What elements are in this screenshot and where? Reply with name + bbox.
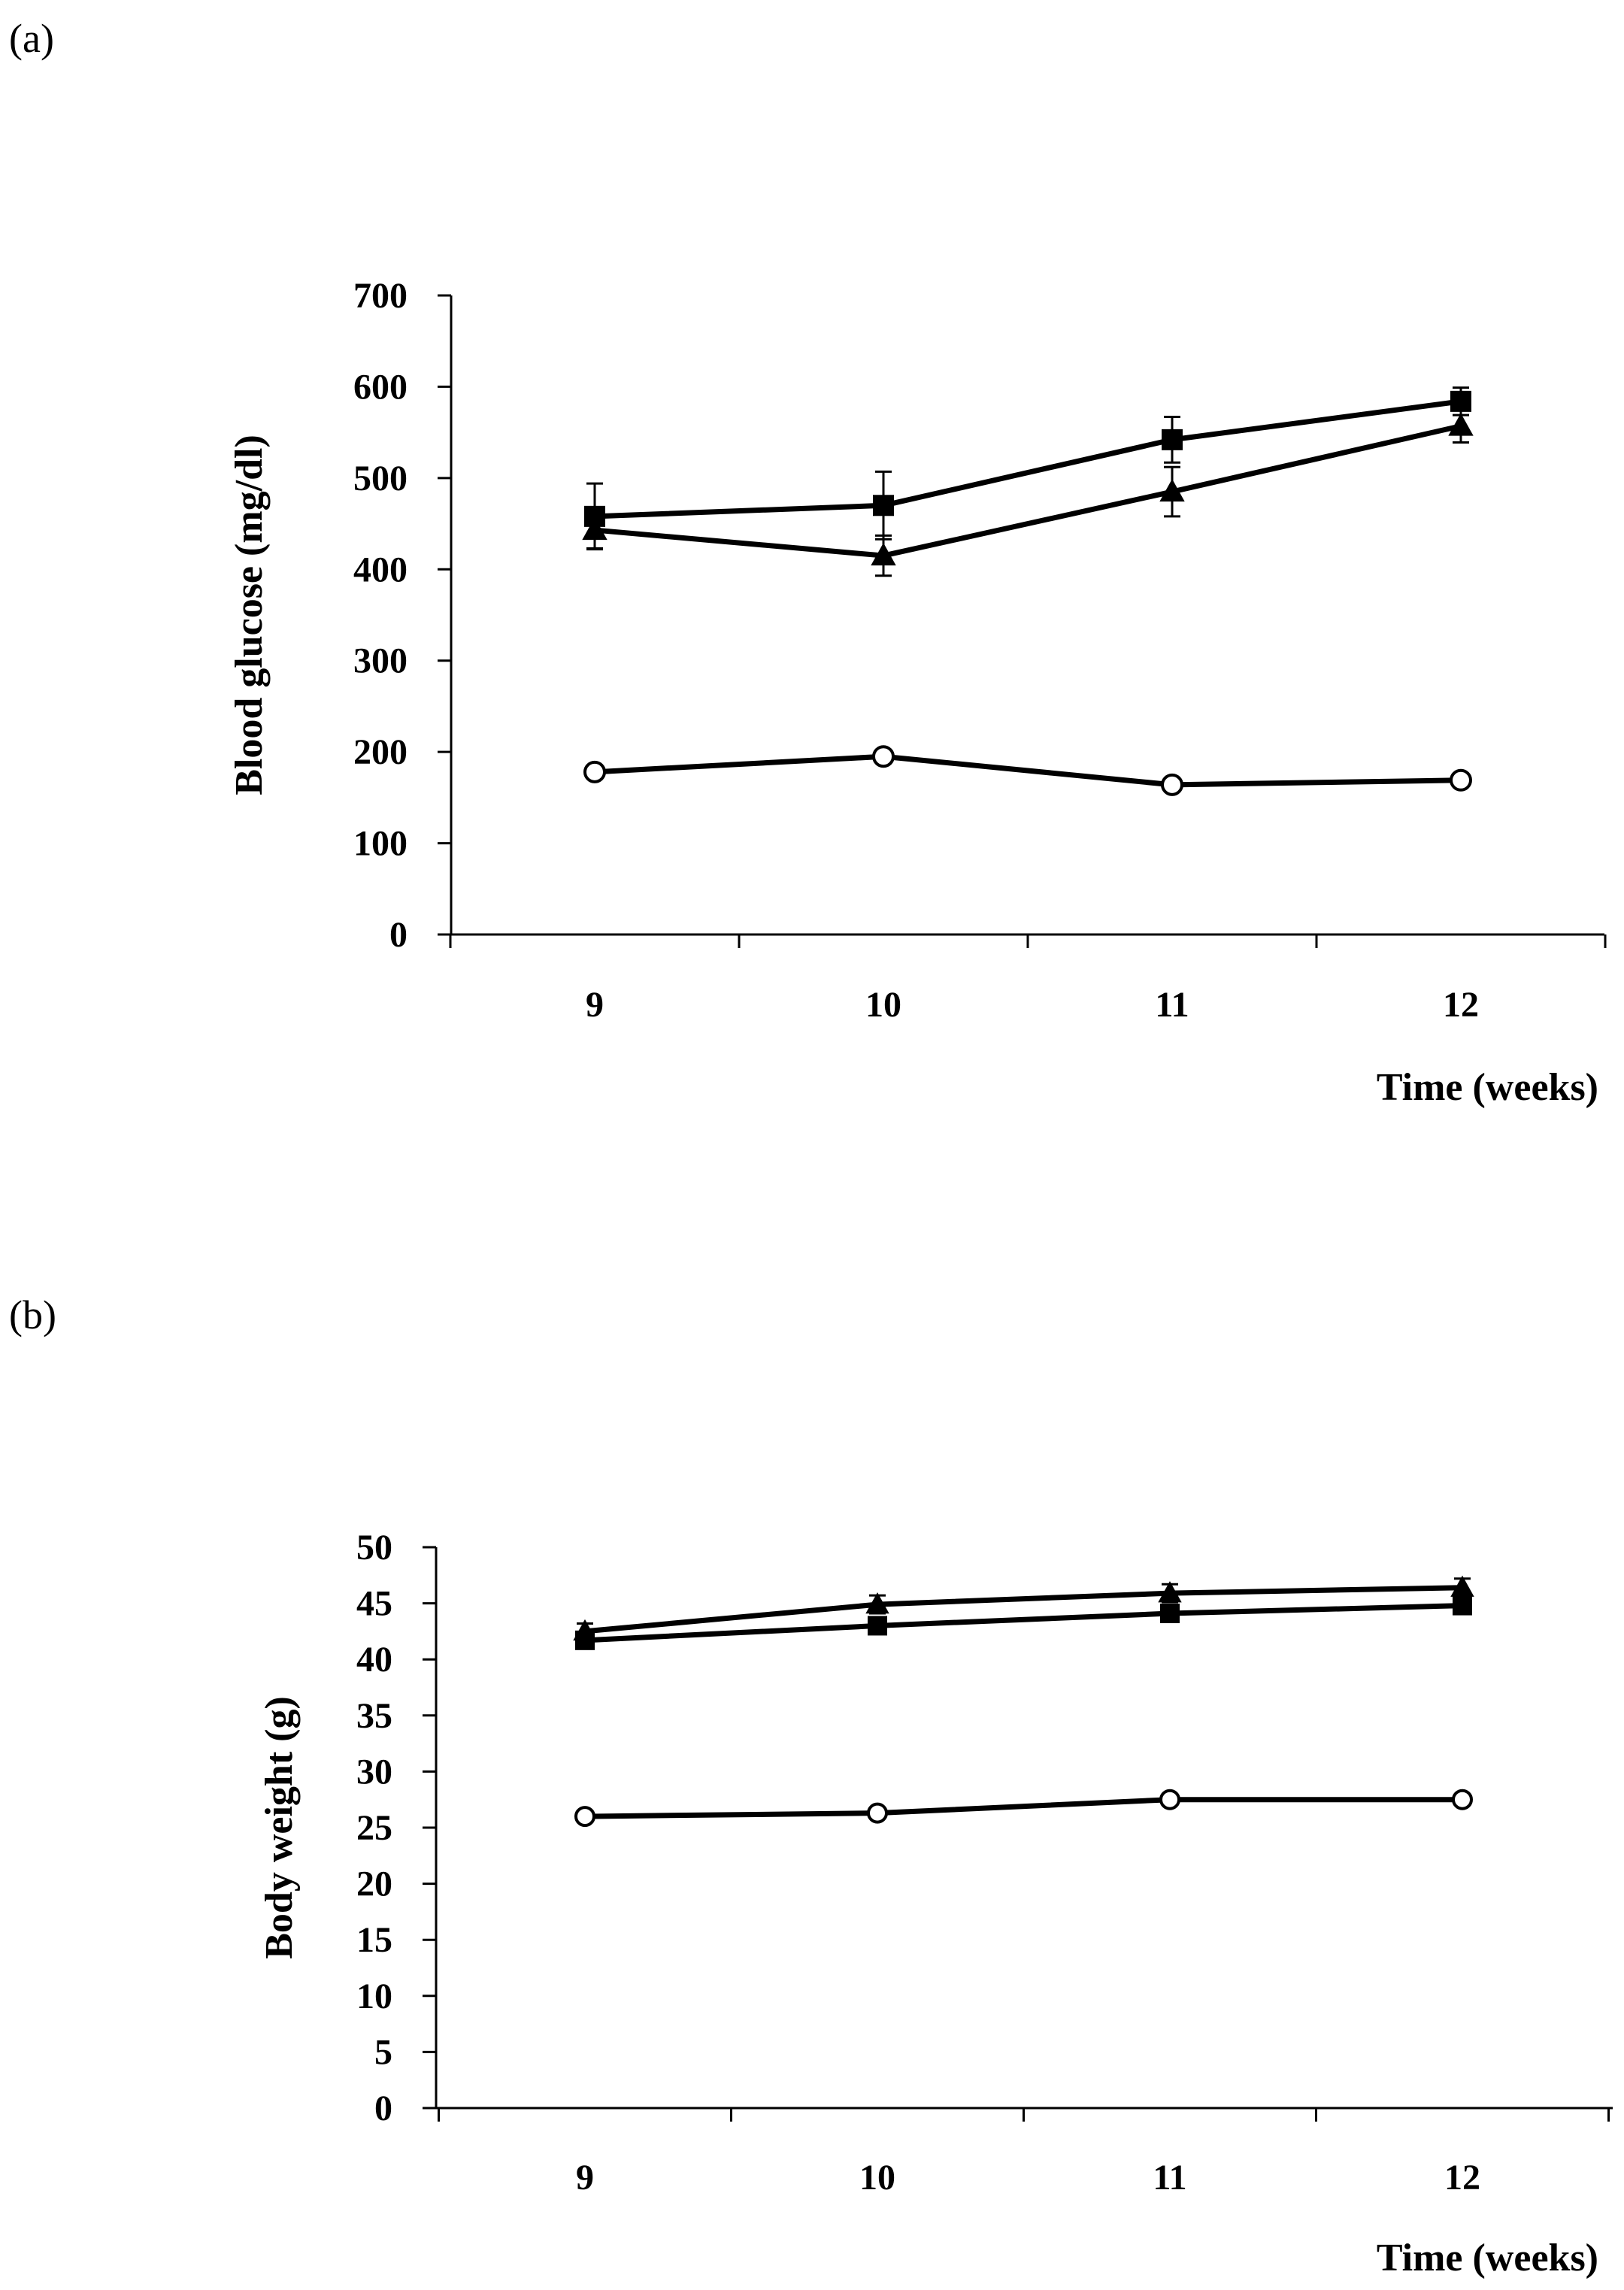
x-tick-label: 12: [1444, 2158, 1480, 2198]
data-point: [575, 1630, 595, 1650]
y-tick-label: 40: [356, 1640, 392, 1680]
x-axis-title: Time (weeks): [1377, 1066, 1598, 1109]
series-line: [584, 1585, 1463, 1634]
series-line: [594, 423, 1462, 559]
chart-b: 0 5 10 15 20 25 30 35 40 45 50 9 10 11 12 Time (weeks) B…: [258, 1528, 1613, 2279]
y-tick-label: 700: [353, 276, 408, 316]
series-square: [575, 1595, 1472, 1650]
data-point: [865, 1592, 889, 1614]
data-point: [1452, 1789, 1473, 1810]
y-tick-label: 0: [389, 915, 408, 955]
data-point: [582, 517, 607, 541]
y-tick-label: 10: [356, 1976, 392, 2016]
panel-label-b: (b): [9, 1292, 56, 1337]
y-tick-label: 300: [353, 641, 408, 681]
y-tick-label: 45: [356, 1584, 392, 1624]
y-axis-title: Body weight (g): [258, 1696, 301, 1959]
series-line: [594, 753, 1462, 788]
y-tick-label: 35: [356, 1696, 392, 1736]
y-tick-label: 50: [356, 1528, 392, 1568]
x-tick-label: 9: [576, 2158, 594, 2198]
y-tick-label: 600: [353, 367, 408, 407]
x-axis-title: Time (weeks): [1377, 2237, 1598, 2279]
y-tick-label: 100: [353, 824, 408, 864]
x-tick-label: 11: [1153, 2158, 1186, 2198]
y-tick-label: 20: [356, 1864, 392, 1904]
x-tick-label: 9: [586, 985, 604, 1025]
data-point: [868, 1616, 887, 1636]
panel-label-a: (a): [9, 16, 54, 61]
y-tick-label: 15: [356, 1920, 392, 1960]
data-point: [1161, 773, 1183, 796]
x-tick-label: 10: [859, 2158, 895, 2198]
series-circle: [583, 745, 1472, 796]
series-triangle: [582, 408, 1474, 577]
series-line: [594, 398, 1462, 519]
y-tick-label: 25: [356, 1808, 392, 1848]
y-tick-label: 200: [353, 732, 408, 772]
data-point: [1448, 413, 1474, 436]
data-point: [867, 1802, 888, 1824]
x-tick-label: 11: [1155, 985, 1189, 1025]
y-tick-label: 30: [356, 1752, 392, 1792]
data-point: [871, 543, 896, 566]
y-tick-label: 0: [374, 2089, 392, 2128]
series-circle: [574, 1789, 1473, 1828]
series-line: [584, 1603, 1463, 1643]
data-point: [873, 495, 894, 516]
data-point: [872, 745, 895, 768]
data-point: [1450, 768, 1472, 792]
data-point: [1158, 1581, 1182, 1603]
y-tick-label: 500: [353, 459, 408, 498]
data-point: [1162, 429, 1183, 450]
data-point: [1453, 1595, 1472, 1616]
data-point: [583, 760, 606, 783]
chart-a: 0 100 200 300 400 500 600 700 9 10 11 12 Time (weeks…: [228, 276, 1607, 1109]
y-tick-label: 5: [374, 2032, 392, 2072]
series-line: [584, 1797, 1462, 1819]
data-point: [1159, 479, 1185, 502]
data-point: [1450, 390, 1471, 412]
x-tick-label: 12: [1443, 985, 1479, 1025]
data-point: [574, 1806, 595, 1828]
y-axis-title: Blood glucose (mg/dl): [228, 435, 271, 795]
x-tick-label: 10: [865, 985, 901, 1025]
data-point: [1159, 1789, 1180, 1810]
y-tick-label: 400: [353, 550, 408, 589]
data-point: [1160, 1604, 1180, 1624]
